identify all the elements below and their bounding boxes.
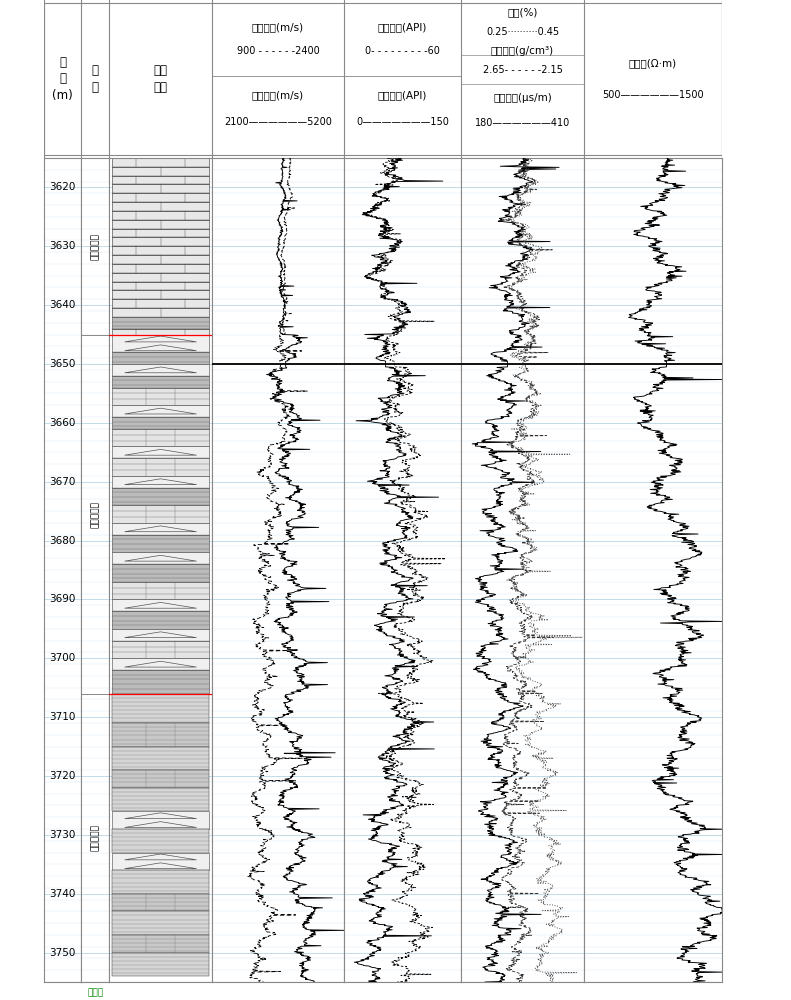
Text: 鹰滩组下段: 鹰滩组下段 — [91, 824, 100, 851]
Bar — [112, 694, 209, 723]
Bar — [112, 811, 209, 829]
Text: 180——————410: 180——————410 — [475, 118, 570, 128]
Text: 0———————150: 0———————150 — [356, 117, 449, 127]
Bar — [112, 429, 209, 446]
Bar — [112, 317, 209, 329]
Bar — [112, 535, 209, 552]
Text: 横波速度(m/s): 横波速度(m/s) — [252, 90, 304, 100]
Bar — [112, 299, 209, 308]
Text: 3750: 3750 — [49, 948, 76, 958]
Bar — [112, 246, 209, 255]
Bar — [112, 329, 209, 335]
Bar — [112, 523, 209, 535]
Bar — [112, 388, 209, 405]
Text: 层
位: 层 位 — [92, 64, 99, 94]
Bar — [112, 193, 209, 202]
Text: 3670: 3670 — [49, 477, 76, 487]
Text: 3660: 3660 — [49, 418, 76, 428]
Bar — [112, 176, 209, 184]
Text: 3730: 3730 — [49, 830, 76, 840]
Bar — [112, 564, 209, 582]
Bar — [112, 611, 209, 629]
Bar — [112, 670, 209, 694]
Bar — [112, 599, 209, 611]
Text: 3720: 3720 — [49, 771, 76, 781]
Text: 500——————1500: 500——————1500 — [602, 90, 704, 100]
Text: 900 - - - - - -2400: 900 - - - - - -2400 — [237, 46, 320, 56]
Bar — [112, 282, 209, 290]
Bar — [112, 853, 209, 870]
Bar — [112, 870, 209, 894]
Bar — [112, 505, 209, 523]
Bar — [112, 747, 209, 770]
Text: 岩性密度(g/cm³): 岩性密度(g/cm³) — [491, 46, 554, 56]
Bar — [112, 788, 209, 811]
Bar — [112, 352, 209, 364]
Text: 3630: 3630 — [49, 241, 76, 251]
Bar — [112, 202, 209, 211]
Bar — [112, 364, 209, 376]
Bar — [112, 658, 209, 670]
Text: 3700: 3700 — [49, 653, 76, 663]
Text: 声波时差(μs/m): 声波时差(μs/m) — [493, 93, 552, 103]
Text: 3710: 3710 — [49, 712, 76, 722]
Text: 3740: 3740 — [49, 889, 76, 899]
Text: 岩性
剑面: 岩性 剑面 — [153, 64, 168, 94]
Bar — [112, 829, 209, 853]
Bar — [112, 290, 209, 299]
Text: 3620: 3620 — [49, 182, 76, 192]
Text: 奥斯汀丁组: 奥斯汀丁组 — [91, 233, 100, 260]
Bar — [112, 894, 209, 911]
Text: 3650: 3650 — [49, 359, 76, 369]
Bar — [112, 264, 209, 273]
Bar — [112, 376, 209, 388]
Text: 中子(%): 中子(%) — [507, 8, 538, 18]
Bar — [112, 255, 209, 264]
Bar — [112, 446, 209, 458]
Bar — [112, 911, 209, 935]
Bar — [112, 220, 209, 229]
Text: 纵波速度(m/s): 纵波速度(m/s) — [252, 22, 304, 32]
Text: 2100——————5200: 2100——————5200 — [224, 117, 332, 127]
Bar — [112, 211, 209, 220]
Bar — [112, 229, 209, 237]
Bar — [112, 935, 209, 953]
Bar — [112, 723, 209, 747]
Bar — [112, 552, 209, 564]
Bar — [112, 476, 209, 488]
Bar — [112, 582, 209, 599]
Bar — [112, 770, 209, 788]
Text: 0.25··········0.45: 0.25··········0.45 — [486, 27, 559, 37]
Text: 布达组: 布达组 — [87, 988, 104, 997]
Text: 无鑰伽玛(API): 无鑰伽玛(API) — [378, 90, 427, 100]
Bar — [112, 458, 209, 476]
Bar — [112, 405, 209, 417]
Bar — [112, 417, 209, 429]
Bar — [112, 953, 209, 976]
Text: 鹰滩组上段: 鹰滩组上段 — [91, 501, 100, 528]
Bar — [112, 335, 209, 352]
Bar — [112, 167, 209, 176]
Text: 电阵率(Ω·m): 电阵率(Ω·m) — [629, 58, 677, 68]
Bar — [112, 308, 209, 317]
Text: 3640: 3640 — [49, 300, 76, 310]
Text: 3680: 3680 — [49, 536, 76, 546]
Text: 3690: 3690 — [49, 594, 76, 604]
Text: 0- - - - - - - - -60: 0- - - - - - - - -60 — [365, 46, 440, 56]
Bar — [112, 184, 209, 193]
Text: 自然伽玛(API): 自然伽玛(API) — [378, 22, 427, 32]
Bar — [112, 629, 209, 641]
Bar — [112, 237, 209, 246]
Text: 2.65- - - - - -2.15: 2.65- - - - - -2.15 — [483, 65, 562, 75]
Bar — [112, 273, 209, 282]
Bar — [112, 488, 209, 505]
Bar — [112, 158, 209, 167]
Bar — [112, 641, 209, 658]
Text: 深
度
(m): 深 度 (m) — [52, 55, 73, 103]
